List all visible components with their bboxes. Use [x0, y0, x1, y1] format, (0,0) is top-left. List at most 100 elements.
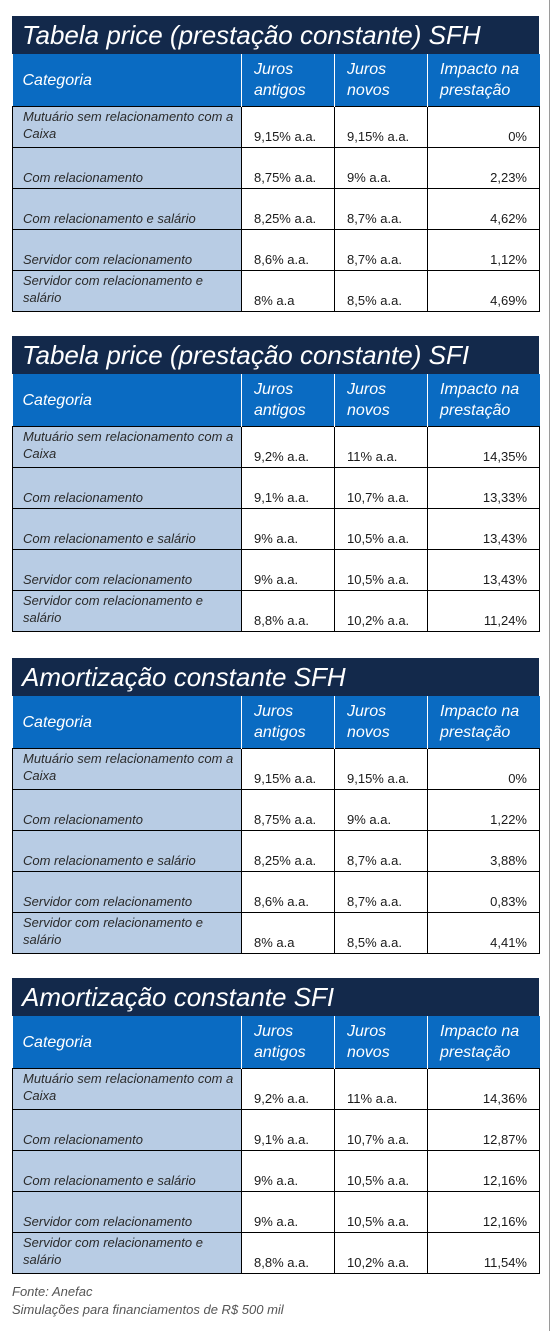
row-categoria: Mutuário sem relacionamento com a Caixa [12, 748, 242, 790]
row-juros-antigos: 8% a.a [241, 270, 335, 312]
row-categoria: Servidor com relacionamento e salário [12, 590, 242, 632]
row-impacto: 14,36% [427, 1068, 540, 1110]
row-impacto: 0,83% [427, 871, 540, 913]
header-impacto: Impacto na prestação [427, 54, 540, 107]
table-title: Tabela price (prestação constante) SFI [12, 336, 539, 374]
table-row: Mutuário sem relacionamento com a Caixa … [12, 106, 540, 148]
table-row: Servidor com relacionamento 8,6% a.a. 8,… [12, 229, 540, 271]
header-juros-novos: Juros novos [334, 374, 428, 427]
table-title: Amortização constante SFH [12, 658, 539, 696]
row-juros-antigos: 9,2% a.a. [241, 1068, 335, 1110]
header-juros-antigos: Juros antigos [241, 696, 335, 749]
row-impacto: 0% [427, 748, 540, 790]
row-juros-antigos: 9% a.a. [241, 1191, 335, 1233]
row-categoria: Servidor com relacionamento [12, 229, 242, 271]
row-juros-novos: 8,7% a.a. [334, 830, 428, 872]
row-impacto: 1,22% [427, 789, 540, 831]
table-header-row: Categoria Juros antigos Juros novos Impa… [12, 54, 540, 107]
footer-note: Simulações para financiamentos de R$ 500… [12, 1302, 284, 1317]
footer-source: Fonte: Anefac [12, 1284, 93, 1299]
table-row: Com relacionamento e salário 9% a.a. 10,… [12, 1150, 540, 1192]
table-row: Com relacionamento 9,1% a.a. 10,7% a.a. … [12, 467, 540, 509]
row-impacto: 11,24% [427, 590, 540, 632]
table-row: Com relacionamento 9,1% a.a. 10,7% a.a. … [12, 1109, 540, 1151]
row-categoria: Com relacionamento [12, 147, 242, 189]
row-juros-novos: 8,5% a.a. [334, 912, 428, 954]
page-right-border [549, 0, 550, 1331]
row-juros-novos: 10,2% a.a. [334, 590, 428, 632]
header-impacto: Impacto na prestação [427, 374, 540, 427]
table-row: Com relacionamento e salário 8,25% a.a. … [12, 188, 540, 230]
row-categoria: Servidor com relacionamento e salário [12, 912, 242, 954]
table-row: Mutuário sem relacionamento com a Caixa … [12, 748, 540, 790]
row-impacto: 12,16% [427, 1191, 540, 1233]
header-categoria: Categoria [12, 374, 242, 427]
row-juros-antigos: 9,1% a.a. [241, 467, 335, 509]
row-categoria: Com relacionamento e salário [12, 830, 242, 872]
table-block-price-sfh: Tabela price (prestação constante) SFH C… [12, 16, 540, 312]
header-juros-novos: Juros novos [334, 1016, 428, 1069]
table-block-amortizacao-sfh: Amortização constante SFH Categoria Juro… [12, 658, 540, 954]
header-categoria: Categoria [12, 696, 242, 749]
row-categoria: Mutuário sem relacionamento com a Caixa [12, 106, 242, 148]
row-categoria: Servidor com relacionamento [12, 549, 242, 591]
table-row: Com relacionamento 8,75% a.a. 9% a.a. 1,… [12, 789, 540, 831]
row-categoria: Com relacionamento e salário [12, 1150, 242, 1192]
header-categoria: Categoria [12, 1016, 242, 1069]
header-juros-antigos: Juros antigos [241, 54, 335, 107]
row-juros-antigos: 9,15% a.a. [241, 748, 335, 790]
table-row: Com relacionamento e salário 9% a.a. 10,… [12, 508, 540, 550]
row-juros-novos: 10,7% a.a. [334, 1109, 428, 1151]
row-juros-novos: 9,15% a.a. [334, 106, 428, 148]
header-juros-novos: Juros novos [334, 696, 428, 749]
table-row: Servidor com relacionamento e salário 8,… [12, 1232, 540, 1274]
row-juros-antigos: 8% a.a [241, 912, 335, 954]
row-juros-antigos: 8,75% a.a. [241, 147, 335, 189]
row-impacto: 4,69% [427, 270, 540, 312]
row-categoria: Com relacionamento e salário [12, 508, 242, 550]
row-juros-antigos: 9,15% a.a. [241, 106, 335, 148]
row-juros-novos: 10,5% a.a. [334, 549, 428, 591]
row-juros-novos: 8,7% a.a. [334, 188, 428, 230]
row-juros-novos: 11% a.a. [334, 1068, 428, 1110]
row-impacto: 13,33% [427, 467, 540, 509]
header-juros-antigos: Juros antigos [241, 374, 335, 427]
row-juros-novos: 10,2% a.a. [334, 1232, 428, 1274]
row-juros-novos: 8,7% a.a. [334, 229, 428, 271]
row-juros-antigos: 9,2% a.a. [241, 426, 335, 468]
row-juros-novos: 10,5% a.a. [334, 1150, 428, 1192]
row-impacto: 14,35% [427, 426, 540, 468]
table-row: Com relacionamento e salário 8,25% a.a. … [12, 830, 540, 872]
row-impacto: 2,23% [427, 147, 540, 189]
table-row: Servidor com relacionamento 8,6% a.a. 8,… [12, 871, 540, 913]
row-juros-antigos: 9% a.a. [241, 508, 335, 550]
row-categoria: Mutuário sem relacionamento com a Caixa [12, 1068, 242, 1110]
row-impacto: 1,12% [427, 229, 540, 271]
table-title: Tabela price (prestação constante) SFH [12, 16, 539, 54]
row-impacto: 13,43% [427, 549, 540, 591]
header-juros-novos: Juros novos [334, 54, 428, 107]
table-block-amortizacao-sfi: Amortização constante SFI Categoria Juro… [12, 978, 540, 1274]
row-impacto: 12,87% [427, 1109, 540, 1151]
row-impacto: 11,54% [427, 1232, 540, 1274]
header-impacto: Impacto na prestação [427, 1016, 540, 1069]
rates-table: Categoria Juros antigos Juros novos Impa… [12, 374, 540, 632]
table-row: Servidor com relacionamento 9% a.a. 10,5… [12, 1191, 540, 1233]
table-title: Amortização constante SFI [12, 978, 539, 1016]
row-categoria: Com relacionamento [12, 467, 242, 509]
row-juros-novos: 10,5% a.a. [334, 1191, 428, 1233]
row-categoria: Servidor com relacionamento [12, 871, 242, 913]
header-juros-antigos: Juros antigos [241, 1016, 335, 1069]
header-impacto: Impacto na prestação [427, 696, 540, 749]
row-categoria: Mutuário sem relacionamento com a Caixa [12, 426, 242, 468]
rates-table: Categoria Juros antigos Juros novos Impa… [12, 54, 540, 312]
table-row: Servidor com relacionamento e salário 8%… [12, 912, 540, 954]
row-impacto: 13,43% [427, 508, 540, 550]
row-juros-antigos: 8,8% a.a. [241, 590, 335, 632]
table-row: Servidor com relacionamento e salário 8,… [12, 590, 540, 632]
row-impacto: 3,88% [427, 830, 540, 872]
rates-table: Categoria Juros antigos Juros novos Impa… [12, 1016, 540, 1274]
row-juros-novos: 9% a.a. [334, 789, 428, 831]
row-juros-antigos: 9,1% a.a. [241, 1109, 335, 1151]
table-row: Servidor com relacionamento 9% a.a. 10,5… [12, 549, 540, 591]
